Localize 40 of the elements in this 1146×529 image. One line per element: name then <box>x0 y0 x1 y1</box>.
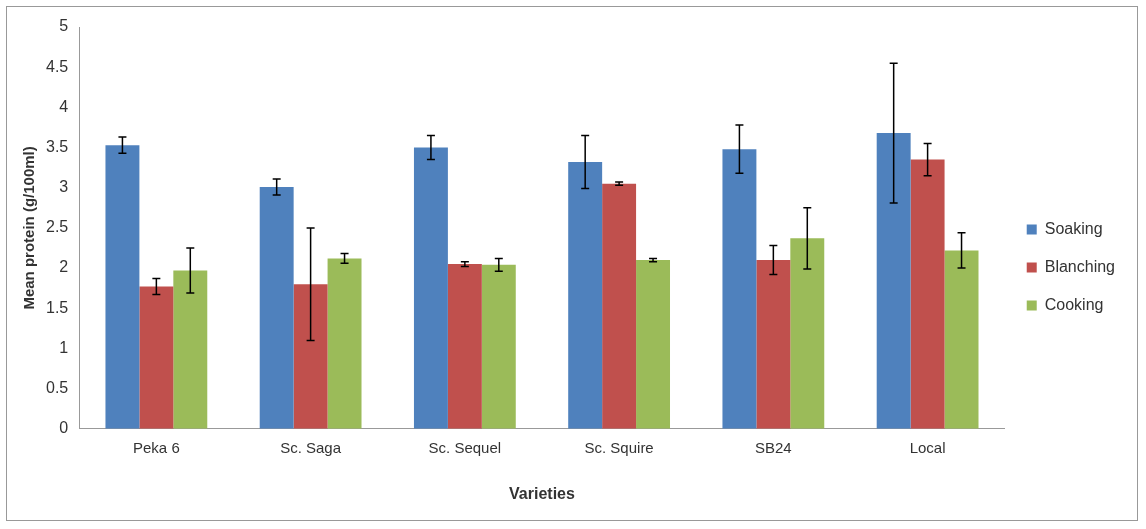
bar <box>910 159 945 429</box>
legend-label: Cooking <box>1044 295 1104 313</box>
bar <box>293 284 328 429</box>
x-tick-label: Sc. Squire <box>584 438 654 456</box>
x-tick-label: Sc. Sequel <box>428 438 502 456</box>
y-tick-label: 3 <box>59 178 69 196</box>
y-tick-label: 4.5 <box>45 57 69 75</box>
y-tick-label: 1.5 <box>45 298 69 316</box>
y-tick-label: 1 <box>59 338 69 356</box>
x-axis-title: Varieties <box>509 484 575 502</box>
y-axis-title: Mean protein (g/100ml) <box>20 146 38 310</box>
bar <box>568 162 603 429</box>
bar <box>327 258 362 429</box>
bar <box>481 264 516 429</box>
bar <box>602 183 637 429</box>
bar <box>876 133 911 429</box>
legend-label: Blanching <box>1044 257 1116 275</box>
bar <box>447 264 482 429</box>
bar <box>636 260 671 429</box>
y-tick-label: 2.5 <box>45 218 69 236</box>
y-tick-label: 0 <box>59 419 69 437</box>
y-tick-label: 2 <box>59 258 69 276</box>
bar <box>105 145 140 429</box>
x-tick-label: SB24 <box>755 438 792 456</box>
bar <box>756 260 791 429</box>
bar <box>722 149 757 429</box>
bar <box>790 238 825 429</box>
x-tick-label: Peka 6 <box>133 438 180 456</box>
bar <box>413 147 448 429</box>
bar <box>139 286 174 429</box>
y-tick-label: 3.5 <box>45 137 69 155</box>
x-tick-label: Sc. Saga <box>280 438 342 456</box>
bar <box>259 186 294 429</box>
y-tick-label: 4 <box>59 97 69 115</box>
bar <box>944 250 979 429</box>
y-tick-label: 0.5 <box>45 379 69 397</box>
bar <box>173 270 208 429</box>
x-tick-label: Local <box>909 438 946 456</box>
y-tick-label: 5 <box>59 17 69 35</box>
legend-label: Soaking <box>1044 219 1103 237</box>
